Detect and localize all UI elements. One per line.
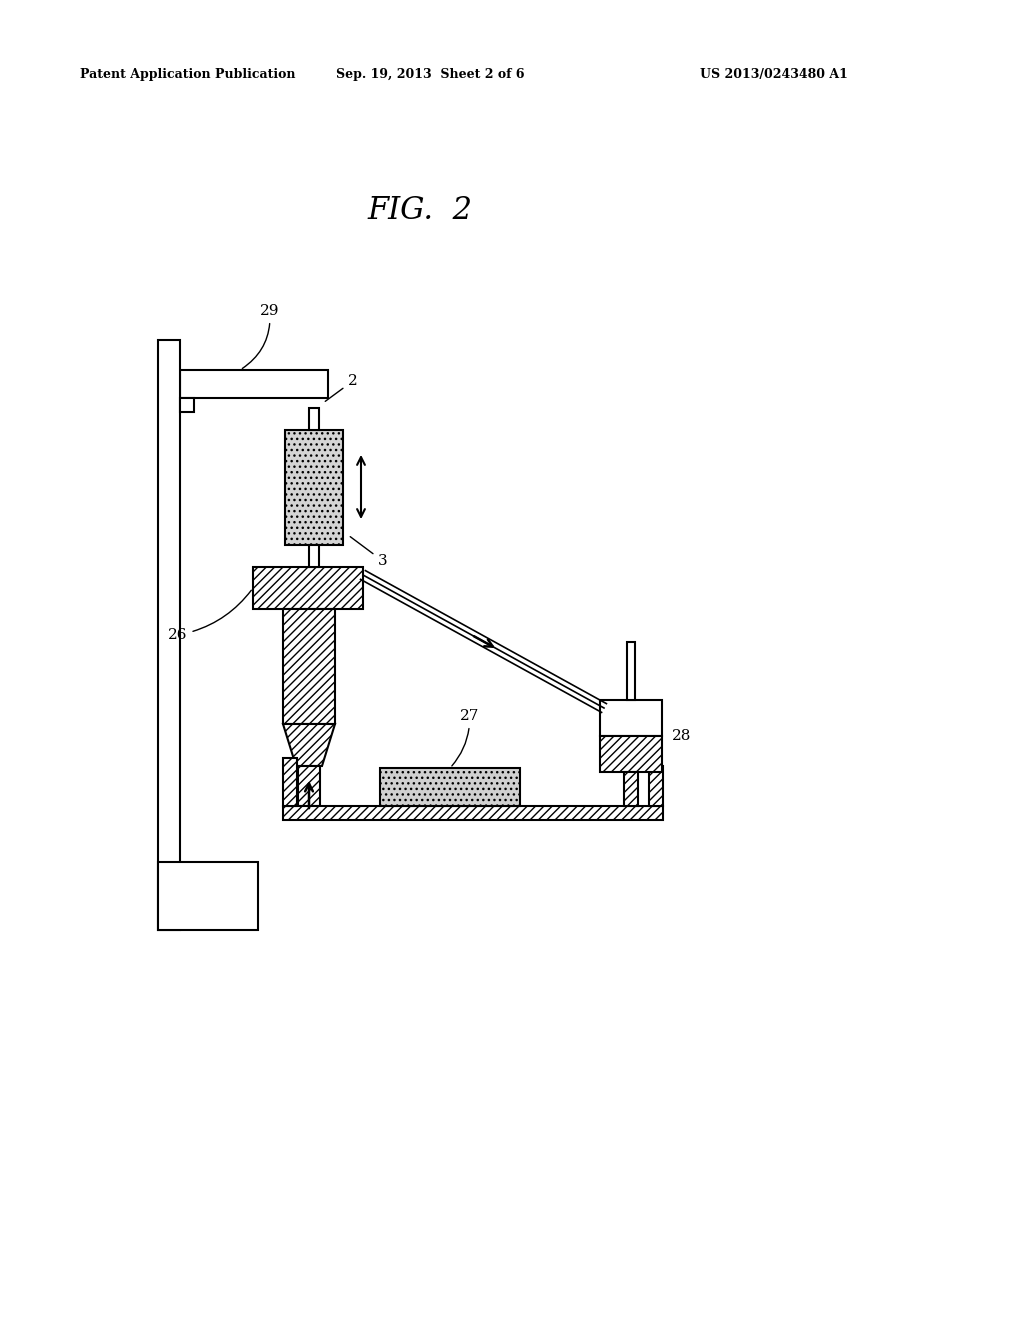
- Bar: [627, 642, 635, 700]
- Bar: [158, 341, 180, 931]
- Bar: [380, 768, 520, 807]
- Text: 26: 26: [168, 590, 251, 642]
- Bar: [309, 545, 319, 568]
- Bar: [309, 408, 319, 430]
- Text: 27: 27: [452, 709, 479, 766]
- Bar: [624, 772, 638, 807]
- Text: Patent Application Publication: Patent Application Publication: [80, 69, 296, 81]
- Bar: [180, 399, 194, 412]
- Bar: [285, 430, 343, 545]
- Bar: [600, 737, 662, 772]
- Bar: [283, 609, 335, 723]
- Bar: [283, 758, 297, 807]
- Text: 28: 28: [672, 729, 691, 743]
- Bar: [158, 862, 258, 931]
- Bar: [600, 700, 662, 737]
- Bar: [649, 766, 663, 807]
- Text: 2: 2: [326, 374, 357, 401]
- Bar: [283, 807, 663, 820]
- Text: 3: 3: [350, 537, 388, 568]
- Text: FIG.  2: FIG. 2: [368, 195, 472, 226]
- Text: Sep. 19, 2013  Sheet 2 of 6: Sep. 19, 2013 Sheet 2 of 6: [336, 69, 524, 81]
- Text: 29: 29: [243, 304, 280, 368]
- Bar: [253, 568, 362, 609]
- Bar: [180, 370, 328, 399]
- Polygon shape: [283, 723, 335, 766]
- Text: US 2013/0243480 A1: US 2013/0243480 A1: [700, 69, 848, 81]
- Bar: [298, 766, 319, 807]
